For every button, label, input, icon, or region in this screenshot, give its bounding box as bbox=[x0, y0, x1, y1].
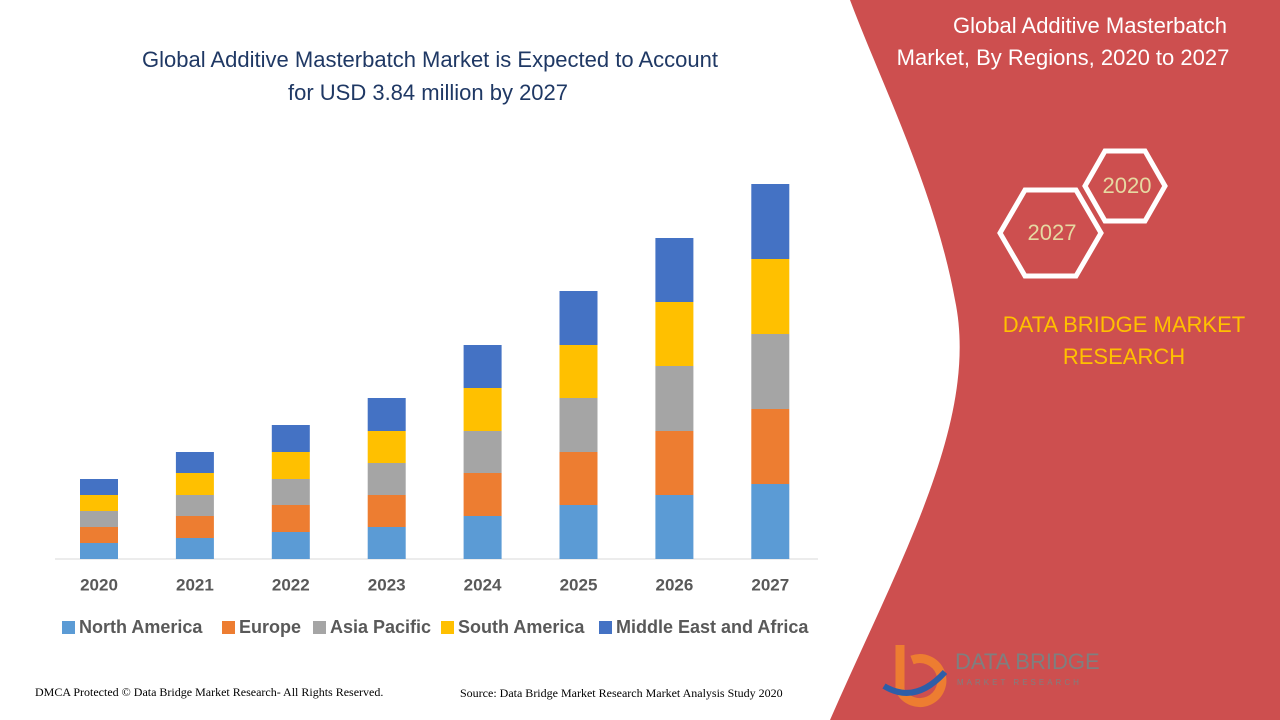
hexagon-label: 2027 bbox=[1028, 220, 1077, 245]
legend-swatch bbox=[441, 621, 454, 634]
legend-swatch bbox=[599, 621, 612, 634]
bar-segment bbox=[271, 532, 310, 559]
bar-segment bbox=[271, 425, 310, 452]
bar-segment bbox=[80, 511, 118, 527]
bar-segment bbox=[559, 398, 598, 452]
legend-label: Europe bbox=[239, 617, 301, 637]
x-tick-label: 2024 bbox=[464, 575, 502, 594]
bar-segment bbox=[175, 452, 214, 473]
bar-segment bbox=[751, 334, 790, 409]
bar-segment bbox=[271, 479, 310, 505]
bar-segment bbox=[559, 291, 598, 345]
legend-label: North America bbox=[79, 617, 203, 637]
x-tick-label: 2025 bbox=[560, 575, 598, 594]
bar-segment bbox=[80, 543, 118, 559]
legend-label: Middle East and Africa bbox=[616, 617, 809, 637]
x-tick-label: 2026 bbox=[655, 575, 693, 594]
chart-title: Global Additive Masterbatch Market is Ex… bbox=[142, 47, 718, 72]
bar-segment bbox=[751, 259, 790, 334]
x-tick-label: 2021 bbox=[176, 575, 214, 594]
legend-swatch bbox=[313, 621, 326, 634]
bar-segment bbox=[80, 527, 118, 543]
side-title: Global Additive Masterbatch bbox=[953, 13, 1227, 38]
x-tick-label: 2023 bbox=[368, 575, 406, 594]
bar-segment bbox=[367, 495, 406, 527]
bar-segment bbox=[751, 484, 790, 559]
bar-segment bbox=[655, 495, 694, 559]
side-title: Market, By Regions, 2020 to 2027 bbox=[897, 45, 1230, 70]
bar-segment bbox=[559, 452, 598, 505]
bar-segment bbox=[463, 345, 502, 388]
bar-segment bbox=[655, 238, 694, 302]
side-panel-bg bbox=[830, 0, 1280, 720]
bar-segment bbox=[751, 184, 790, 259]
bar-segment bbox=[367, 463, 406, 495]
brand-text: DATA BRIDGE MARKET bbox=[1003, 312, 1245, 337]
logo-mark bbox=[895, 645, 947, 707]
hexagon-label: 2020 bbox=[1103, 173, 1152, 198]
legend-swatch bbox=[62, 621, 75, 634]
legend-label: Asia Pacific bbox=[330, 617, 431, 637]
x-tick-label: 2027 bbox=[751, 575, 789, 594]
brand-text: RESEARCH bbox=[1063, 344, 1185, 369]
source: Source: Data Bridge Market Research Mark… bbox=[460, 686, 783, 700]
bar-segment bbox=[655, 366, 694, 431]
x-tick-label: 2020 bbox=[80, 575, 118, 594]
bar-segment bbox=[367, 398, 406, 431]
bar-segment bbox=[80, 495, 118, 511]
bar-segment bbox=[751, 409, 790, 484]
x-tick-label: 2022 bbox=[272, 575, 310, 594]
bar-segment bbox=[175, 495, 214, 516]
bar-segment bbox=[463, 473, 502, 516]
logo-name: DATA BRIDGE bbox=[955, 649, 1100, 674]
bar-segment bbox=[175, 516, 214, 538]
bar-segment bbox=[655, 431, 694, 495]
bar-segment bbox=[463, 516, 502, 559]
bar-segment bbox=[175, 538, 214, 559]
hexagon bbox=[997, 187, 1104, 279]
bar-segment bbox=[655, 302, 694, 366]
chart-title: for USD 3.84 million by 2027 bbox=[288, 80, 568, 105]
logo-tagline: MARKET RESEARCH bbox=[957, 678, 1082, 687]
bar-segment bbox=[463, 388, 502, 431]
bar-segment bbox=[559, 505, 598, 559]
bar-segment bbox=[175, 473, 214, 495]
bar-segment bbox=[271, 505, 310, 532]
bar-segment bbox=[559, 345, 598, 398]
logo-swoosh bbox=[882, 669, 948, 696]
bar-segment bbox=[367, 527, 406, 559]
copyright: DMCA Protected © Data Bridge Market Rese… bbox=[35, 685, 383, 699]
bar-segment bbox=[271, 452, 310, 479]
bar-segment bbox=[463, 431, 502, 473]
bar-segment bbox=[80, 479, 118, 495]
legend-label: South America bbox=[458, 617, 585, 637]
logo: DATA BRIDGE MARKET RESEARCH bbox=[882, 645, 1100, 707]
bar-segment bbox=[367, 431, 406, 463]
hexagon bbox=[1082, 148, 1168, 224]
legend-swatch bbox=[222, 621, 235, 634]
